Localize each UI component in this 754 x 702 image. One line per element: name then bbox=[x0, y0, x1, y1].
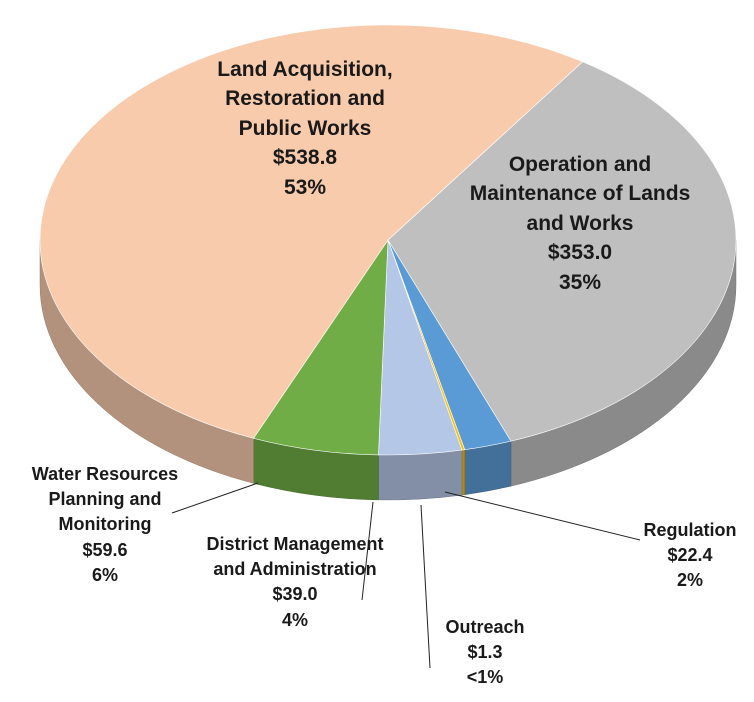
slice-side bbox=[461, 449, 465, 496]
percent-label: 53% bbox=[283, 175, 327, 199]
value-label: $1.3 bbox=[467, 642, 503, 663]
slice bbox=[387, 61, 737, 442]
slice-label: Outreach $1.3 <1% bbox=[430, 615, 540, 691]
leader-line bbox=[171, 482, 259, 514]
leader-line bbox=[444, 491, 641, 541]
leader-line bbox=[420, 504, 431, 669]
leader-line bbox=[361, 501, 374, 601]
value-label: $59.6 bbox=[82, 539, 128, 560]
slice bbox=[39, 24, 584, 439]
value-label: $353.0 bbox=[547, 241, 613, 265]
value-label: $22.4 bbox=[667, 545, 713, 566]
slice-label: District Management and Administration $3… bbox=[200, 532, 390, 633]
percent-label: 35% bbox=[558, 270, 602, 294]
percent-label: 2% bbox=[676, 570, 703, 591]
category-name: Operation and Maintenance of Lands and W… bbox=[469, 153, 691, 235]
slice-label: Operation and Maintenance of Lands and W… bbox=[450, 150, 710, 297]
value-label: $39.0 bbox=[272, 584, 318, 605]
slice-label: Regulation $22.4 2% bbox=[625, 518, 754, 594]
percent-label: 4% bbox=[281, 609, 308, 630]
percent-label: 6% bbox=[91, 564, 118, 585]
slice bbox=[253, 238, 389, 456]
percent-label: <1% bbox=[466, 667, 504, 688]
category-name: Water Resources Planning and Monitoring bbox=[31, 464, 179, 535]
slice-label: Water Resources Planning and Monitoring $… bbox=[5, 462, 205, 588]
slice-label: Land Acquisition, Restoration and Public… bbox=[195, 55, 415, 202]
slice-side bbox=[464, 440, 512, 495]
category-name: Outreach bbox=[445, 617, 525, 637]
category-name: Regulation bbox=[643, 520, 737, 540]
value-label: $538.8 bbox=[272, 146, 338, 170]
category-name: Land Acquisition, Restoration and Public… bbox=[217, 58, 393, 140]
slice-side bbox=[378, 449, 463, 501]
category-name: District Management and Administration bbox=[206, 534, 384, 580]
